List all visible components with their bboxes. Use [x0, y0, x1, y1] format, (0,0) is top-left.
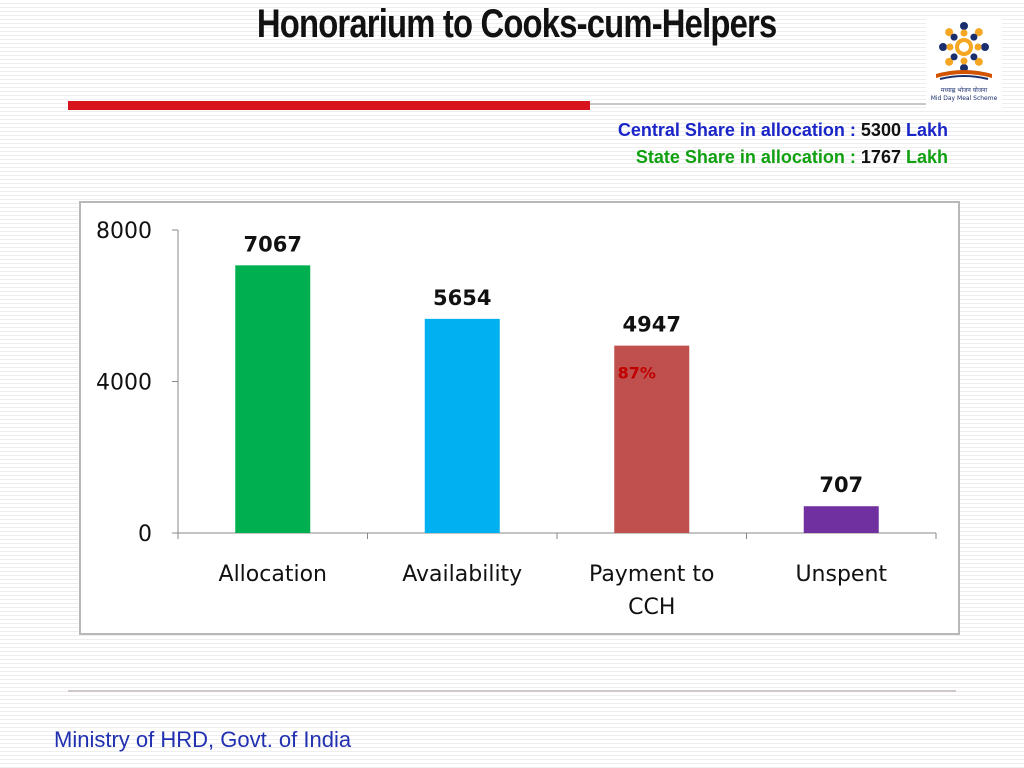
- x-category-label-2: CCH: [628, 595, 675, 620]
- bar-2: [614, 345, 690, 533]
- bar-chart: 040008000Rs. In Lakh7067Allocation5654Av…: [96, 219, 937, 620]
- central-share-unit: Lakh: [905, 120, 948, 140]
- y-tick-label: 4000: [96, 371, 152, 396]
- logo-caption-english: Mid Day Meal Scheme: [930, 95, 998, 102]
- state-share-label: State Share in allocation :: [635, 147, 856, 167]
- x-category-label-0: Allocation: [219, 562, 327, 587]
- state-share-unit: Lakh: [905, 147, 948, 167]
- state-share-value: 1767: [860, 147, 901, 167]
- mid-day-meal-logo: मध्याह्न भोजन योजना Mid Day Meal Scheme: [926, 16, 1002, 108]
- x-category-label-2: Payment to: [589, 562, 714, 587]
- logo-caption-hindi: मध्याह्न भोजन योजना: [940, 87, 988, 94]
- state-share-line: State Share in allocation : 1767 Lakh: [636, 147, 948, 168]
- central-share-value: 5300: [860, 120, 901, 140]
- bar-3: [803, 506, 879, 533]
- title-underline-red: [68, 101, 590, 110]
- mid-day-meal-scheme-logo-icon: [936, 22, 992, 80]
- central-share-label: Central Share in allocation :: [617, 120, 856, 140]
- data-label-3: 707: [819, 473, 863, 497]
- bar-1: [424, 318, 500, 533]
- y-tick-label: 8000: [96, 219, 152, 244]
- footer-divider: [68, 690, 956, 692]
- footer-text: Ministry of HRD, Govt. of India: [54, 727, 352, 752]
- bar-0: [235, 265, 311, 533]
- x-category-label-3: Unspent: [795, 562, 887, 587]
- data-label-1: 5654: [433, 286, 491, 310]
- y-tick-label: 0: [138, 522, 152, 547]
- central-share-line: Central Share in allocation : 5300 Lakh: [618, 120, 948, 141]
- slide-title: Honorarium to Cooks-cum-Helpers: [256, 2, 777, 46]
- data-label-2: 4947: [623, 313, 681, 337]
- data-label-0: 7067: [244, 232, 302, 256]
- chart-frame: 040008000Rs. In Lakh7067Allocation5654Av…: [79, 201, 960, 635]
- annotation-percent: 87%: [618, 364, 656, 383]
- title-underline-gray: [590, 103, 930, 105]
- x-category-label-1: Availability: [402, 562, 522, 587]
